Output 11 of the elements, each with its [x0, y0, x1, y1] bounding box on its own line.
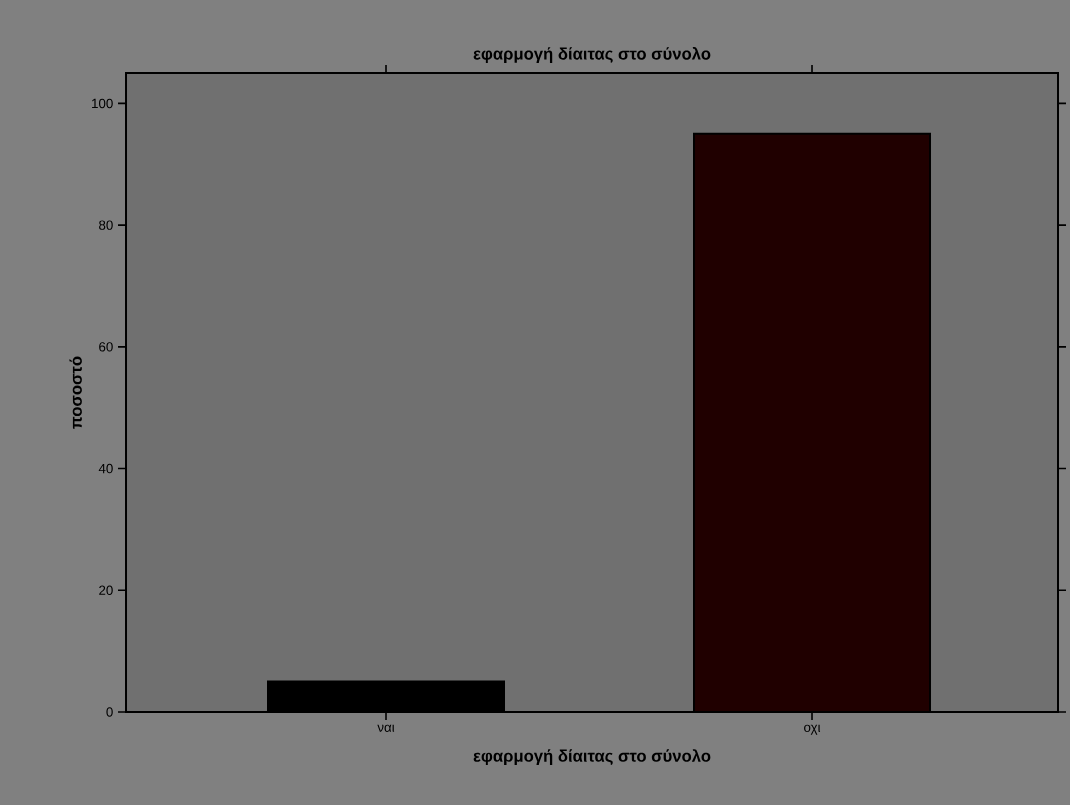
- y-tick-label: 60: [99, 342, 113, 352]
- x-tick-label: ναι: [377, 724, 395, 732]
- x-axis-title: εφαρμογή δίαιτας στο σύνολο: [473, 749, 711, 766]
- y-tick-label: 80: [99, 220, 113, 230]
- y-tick-label: 20: [99, 585, 113, 595]
- y-tick-label: 100: [92, 98, 113, 109]
- y-axis-title: ποσοστό: [69, 356, 82, 429]
- chart-title: εφαρμογή δίαιτας στο σύνολο: [473, 46, 711, 63]
- y-tick-label: 40: [98, 463, 113, 474]
- x-tick-label: οχι: [804, 724, 821, 735]
- y-tick-label: 0: [106, 707, 113, 717]
